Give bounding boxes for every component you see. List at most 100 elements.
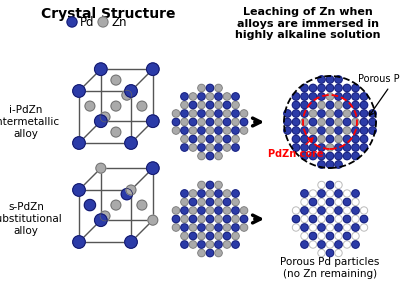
Circle shape — [343, 118, 351, 126]
Text: Leaching of Zn when
alloys are immersed in
highly alkaline solution: Leaching of Zn when alloys are immersed … — [235, 7, 381, 40]
Circle shape — [301, 127, 308, 134]
Circle shape — [301, 135, 308, 143]
Circle shape — [198, 152, 205, 160]
Circle shape — [335, 127, 342, 134]
Circle shape — [189, 207, 197, 214]
Circle shape — [232, 127, 239, 134]
Circle shape — [352, 110, 359, 117]
Circle shape — [189, 232, 197, 240]
Circle shape — [318, 76, 325, 83]
Circle shape — [318, 118, 325, 126]
Circle shape — [125, 236, 137, 248]
Circle shape — [292, 215, 300, 223]
Circle shape — [326, 161, 334, 168]
Circle shape — [292, 93, 300, 100]
Circle shape — [232, 135, 239, 143]
Circle shape — [198, 110, 205, 117]
Circle shape — [206, 207, 214, 214]
Circle shape — [369, 110, 376, 117]
Circle shape — [215, 110, 222, 117]
Circle shape — [198, 144, 205, 151]
Circle shape — [326, 181, 334, 189]
Circle shape — [232, 101, 239, 109]
Circle shape — [73, 85, 85, 97]
Circle shape — [215, 118, 222, 126]
Circle shape — [172, 118, 180, 126]
Circle shape — [181, 101, 188, 109]
Circle shape — [335, 101, 342, 109]
Circle shape — [95, 214, 107, 226]
Circle shape — [292, 135, 300, 143]
Circle shape — [318, 127, 325, 134]
Circle shape — [309, 93, 317, 100]
Circle shape — [181, 110, 188, 117]
Circle shape — [223, 127, 231, 134]
Text: Zn: Zn — [111, 15, 126, 28]
Circle shape — [223, 93, 231, 100]
Circle shape — [95, 63, 107, 76]
Circle shape — [215, 190, 222, 197]
Circle shape — [232, 215, 239, 223]
Circle shape — [223, 207, 231, 214]
Circle shape — [335, 118, 342, 126]
Circle shape — [198, 207, 205, 214]
Circle shape — [181, 127, 188, 134]
Circle shape — [352, 152, 359, 160]
Circle shape — [206, 127, 214, 134]
Circle shape — [206, 198, 214, 206]
Circle shape — [198, 215, 205, 223]
Circle shape — [206, 224, 214, 231]
Circle shape — [125, 85, 137, 97]
Circle shape — [369, 127, 376, 134]
Circle shape — [352, 144, 359, 151]
Circle shape — [198, 232, 205, 240]
Circle shape — [206, 215, 214, 223]
Circle shape — [301, 224, 308, 231]
Circle shape — [137, 101, 147, 111]
Circle shape — [73, 137, 85, 149]
Circle shape — [223, 101, 231, 109]
Circle shape — [343, 93, 351, 100]
Circle shape — [84, 199, 96, 211]
Circle shape — [189, 215, 197, 223]
Circle shape — [146, 162, 159, 174]
Circle shape — [318, 190, 325, 197]
Circle shape — [121, 188, 132, 200]
Circle shape — [223, 215, 231, 223]
Circle shape — [206, 101, 214, 109]
Circle shape — [318, 101, 325, 109]
Circle shape — [198, 127, 205, 134]
Circle shape — [343, 232, 351, 240]
Circle shape — [181, 224, 188, 231]
Circle shape — [318, 241, 325, 248]
Circle shape — [284, 110, 291, 117]
Circle shape — [181, 144, 188, 151]
Circle shape — [326, 127, 334, 134]
Circle shape — [232, 224, 239, 231]
Circle shape — [309, 198, 317, 206]
Circle shape — [215, 152, 222, 160]
Circle shape — [198, 101, 205, 109]
Circle shape — [206, 152, 214, 160]
Circle shape — [318, 135, 325, 143]
Circle shape — [223, 118, 231, 126]
Circle shape — [111, 75, 121, 85]
Circle shape — [172, 224, 180, 231]
Circle shape — [318, 84, 325, 92]
Circle shape — [352, 135, 359, 143]
Circle shape — [335, 241, 342, 248]
Circle shape — [223, 241, 231, 248]
Circle shape — [198, 224, 205, 231]
Circle shape — [189, 241, 197, 248]
Circle shape — [232, 110, 239, 117]
Circle shape — [326, 101, 334, 109]
Circle shape — [335, 224, 342, 231]
Circle shape — [98, 17, 108, 27]
Circle shape — [189, 118, 197, 126]
Circle shape — [85, 101, 95, 111]
Circle shape — [198, 249, 205, 257]
Circle shape — [335, 144, 342, 151]
Circle shape — [122, 90, 132, 100]
Text: PdZn core: PdZn core — [268, 138, 324, 159]
Circle shape — [318, 161, 325, 168]
